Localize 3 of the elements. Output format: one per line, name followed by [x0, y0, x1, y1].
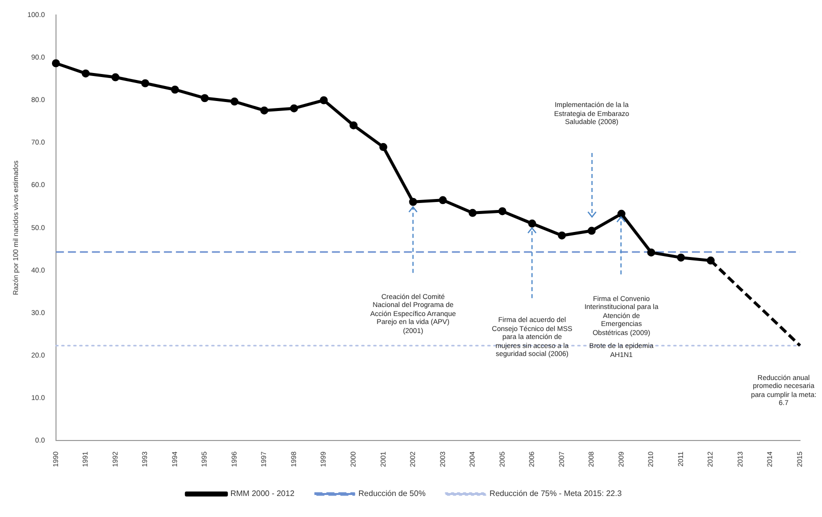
legend-label: RMM 2000 - 2012 — [230, 489, 295, 498]
legend-label: Reducción de 75% - Meta 2015: 22.3 — [490, 489, 622, 498]
legend-label: Reducción de 50% — [358, 489, 426, 498]
